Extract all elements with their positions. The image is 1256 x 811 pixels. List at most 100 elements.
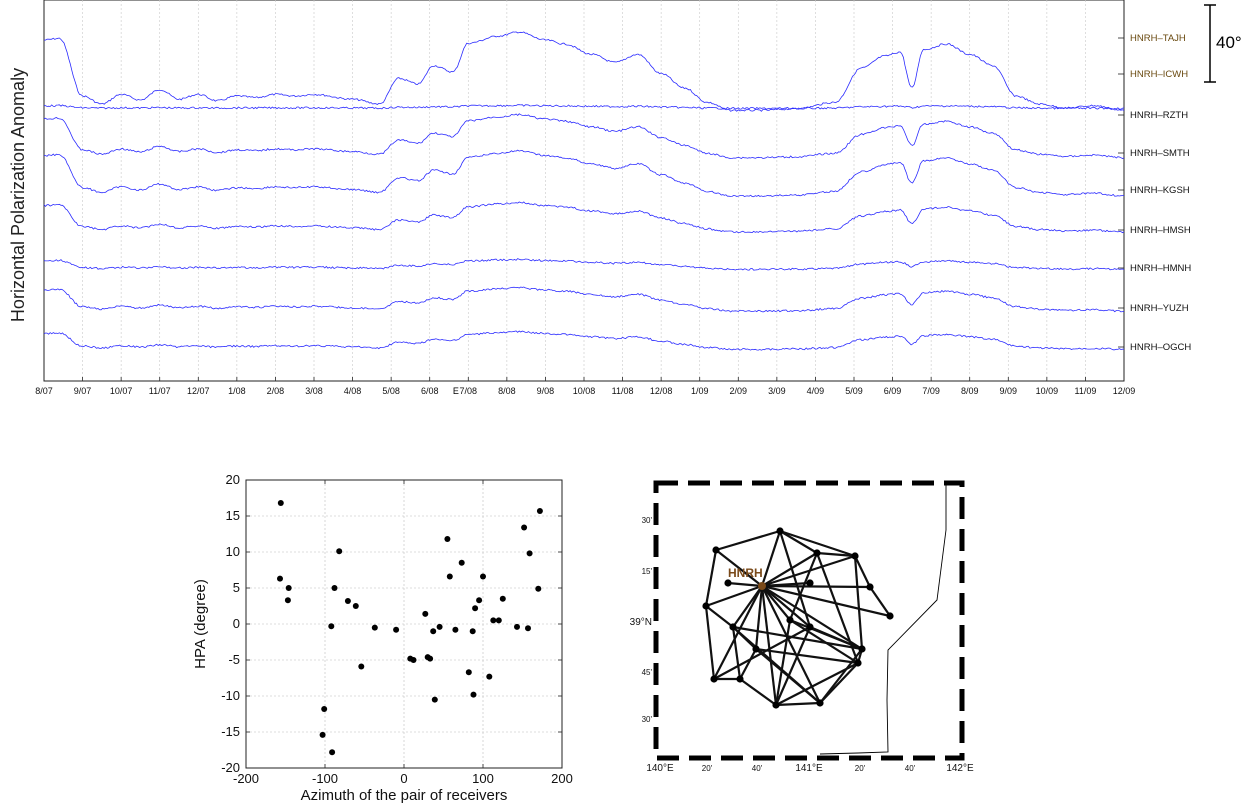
- latitude-label: 45': [642, 668, 653, 677]
- x-tick-label: 5/09: [845, 386, 863, 396]
- scatter-y-tick: 0: [233, 616, 240, 631]
- series-label: HNRH–YUZH: [1130, 303, 1189, 314]
- series-label: HNRH–OGCH: [1130, 342, 1191, 353]
- scatter-point: [480, 573, 486, 580]
- station-pair-link: [760, 530, 782, 587]
- scatter-point: [525, 625, 531, 632]
- scatter-y-tick: 5: [233, 580, 240, 595]
- scatter-y-tick: 10: [226, 544, 240, 559]
- station-map-panel: 30'15'39°N45'30' 140°E 20' 40' 141°E 20' 40' 1…: [630, 480, 974, 774]
- station-pair-link: [819, 648, 863, 704]
- station-pair-link: [761, 581, 811, 588]
- timeseries-x-ticks: 8/07 9/07 10/07 11/07 12/07 1/08 2/08 3/08 4/08 5…: [35, 386, 1135, 396]
- latitude-label: 15': [642, 567, 653, 576]
- x-tick-label: 10/08: [573, 386, 596, 396]
- station-pair-link: [754, 585, 764, 650]
- timeseries-y-axis-label: Horizontal Polarization Anomaly: [8, 68, 28, 322]
- scatter-point: [514, 623, 520, 630]
- station-pair-link: [715, 549, 763, 587]
- series-label: HNRH–ICWH: [1130, 69, 1188, 80]
- scatter-x-tick: -100: [312, 771, 338, 786]
- station-pair-link: [788, 552, 819, 621]
- scatter-ticks: -200 -100 0 100 200 -20 -15 -10 -5 0 5 10 15 20: [221, 472, 573, 786]
- scatter-x-tick: 100: [472, 771, 494, 786]
- station-pair-link: [819, 662, 859, 704]
- x-tick-label: 4/08: [344, 386, 362, 396]
- scatter-point: [328, 623, 335, 630]
- station-pair-link: [761, 585, 791, 621]
- station-marker: [786, 616, 794, 624]
- scatter-point: [458, 559, 465, 566]
- station-marker: [752, 645, 760, 653]
- x-tick-label: 12/08: [650, 386, 673, 396]
- x-tick-label: 9/08: [537, 386, 555, 396]
- series-line: [43, 113, 1125, 160]
- scatter-point: [422, 610, 429, 617]
- scatter-x-tick: 200: [551, 771, 573, 786]
- station-pair-link: [774, 619, 792, 706]
- scatter-y-tick: -20: [221, 760, 240, 775]
- station-marker: [729, 623, 737, 631]
- station-marker: [813, 549, 821, 557]
- map-station-label: HNRH: [728, 566, 763, 580]
- station-pair-link: [854, 555, 871, 588]
- scatter-x-tick: -200: [233, 771, 259, 786]
- longitude-label: 140°E: [646, 763, 674, 774]
- x-tick-label: 7/08: [460, 386, 478, 396]
- scatter-point: [521, 524, 528, 531]
- station-pair-link: [761, 584, 871, 589]
- series-line: [43, 330, 1125, 351]
- longitude-label: 141°E: [795, 763, 823, 774]
- x-tick-label: 5/08: [382, 386, 400, 396]
- series-line: [43, 258, 1125, 271]
- station-pair-link: [760, 585, 778, 706]
- station-marker: [702, 602, 710, 610]
- scatter-point: [410, 657, 417, 663]
- station-pair-link: [761, 585, 863, 650]
- station-network: [702, 527, 894, 709]
- x-tick-label: 6/08: [421, 386, 439, 396]
- scatter-point: [277, 500, 284, 506]
- scatter-point: [486, 673, 493, 680]
- scale-bar: 40°: [1204, 4, 1242, 83]
- timeseries-lines: [43, 31, 1125, 351]
- scatter-y-tick: -10: [221, 688, 240, 703]
- scatter-point: [331, 585, 338, 591]
- scatter-y-tick: 20: [226, 472, 240, 487]
- station-marker: [724, 579, 732, 587]
- scatter-y-tick: 15: [226, 508, 240, 523]
- scatter-point: [358, 663, 365, 670]
- station-pair-link: [774, 626, 812, 706]
- scatter-point: [393, 626, 400, 633]
- scatter-point: [431, 696, 438, 703]
- scatter-point: [285, 585, 292, 591]
- series-line: [43, 149, 1125, 198]
- scatter-point: [444, 536, 451, 542]
- station-marker: [806, 623, 814, 631]
- station-pair-link: [789, 618, 863, 651]
- scatter-x-axis-label: Azimuth of the pair of receivers: [301, 787, 508, 804]
- series-label: HNRH–HMSH: [1130, 225, 1191, 236]
- series-label: HNRH–KGSH: [1130, 185, 1190, 196]
- scatter-x-tick: 0: [400, 771, 407, 786]
- x-tick-label: 11/08: [612, 386, 634, 396]
- station-pair-link: [705, 584, 763, 608]
- scatter-point: [352, 603, 359, 609]
- station-pair-link: [739, 678, 777, 706]
- station-pair-link: [704, 605, 716, 680]
- x-tick-label: 11/09: [1074, 386, 1096, 396]
- scatter-grid: [245, 479, 563, 769]
- event-marker-label: E: [453, 386, 459, 396]
- x-tick-label: 7/09: [922, 386, 940, 396]
- station-pair-link: [789, 619, 859, 664]
- scatter-point: [465, 669, 472, 676]
- station-pair-link: [761, 585, 821, 704]
- x-tick-label: 4/09: [807, 386, 825, 396]
- hpa-scatter-panel: -200 -100 0 100 200 -20 -15 -10 -5 0 5 10 15 20 Azimu…: [192, 472, 573, 804]
- scatter-point: [446, 573, 453, 580]
- scatter-y-tick: -5: [228, 652, 240, 667]
- station-marker: [712, 546, 720, 554]
- station-pair-link: [779, 530, 818, 554]
- x-tick-label: 2/08: [267, 386, 285, 396]
